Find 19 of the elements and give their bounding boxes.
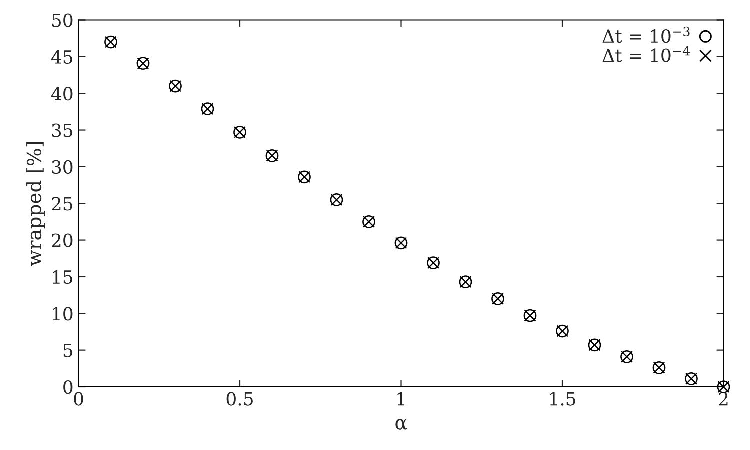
y-tick-label: 35 (52, 124, 72, 138)
x-tick-label: 1.5 (550, 392, 576, 406)
y-tick-label: 10 (53, 307, 73, 321)
y-tick-label: 0 (64, 380, 73, 394)
x-tick-label: 0 (74, 392, 84, 406)
y-axis-title: wrapped [%] (26, 142, 46, 266)
x-axis-title: α (396, 419, 408, 430)
legend-label: Δt = 10$^{−3}$ (602, 26, 690, 44)
y-tick-label: 40 (51, 87, 73, 101)
y-tick-label: 20 (52, 234, 73, 248)
y-tick-label: 45 (51, 50, 72, 64)
x-tick-label: 1 (398, 392, 404, 406)
x-tick-label: 0.5 (226, 392, 253, 406)
y-tick-label: 30 (52, 160, 73, 174)
y-tick-label: 25 (52, 197, 72, 211)
legend-label: Δt = 10$^{−4}$ (602, 46, 690, 62)
y-tick-label: 15 (53, 270, 72, 284)
y-tick-label: 5 (64, 344, 72, 358)
y-tick-label: 50 (52, 14, 73, 28)
